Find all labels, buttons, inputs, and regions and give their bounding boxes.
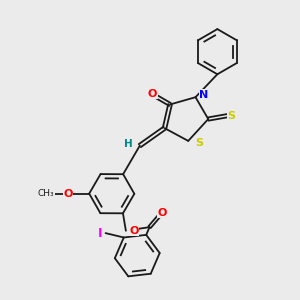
Text: O: O: [130, 226, 139, 236]
Text: O: O: [158, 208, 167, 218]
Text: H: H: [124, 139, 133, 149]
Text: O: O: [63, 189, 72, 199]
Text: S: S: [228, 111, 236, 121]
Text: N: N: [199, 90, 208, 100]
Text: S: S: [195, 138, 203, 148]
Text: O: O: [148, 89, 157, 99]
Text: I: I: [98, 226, 102, 240]
Text: CH₃: CH₃: [38, 189, 55, 198]
